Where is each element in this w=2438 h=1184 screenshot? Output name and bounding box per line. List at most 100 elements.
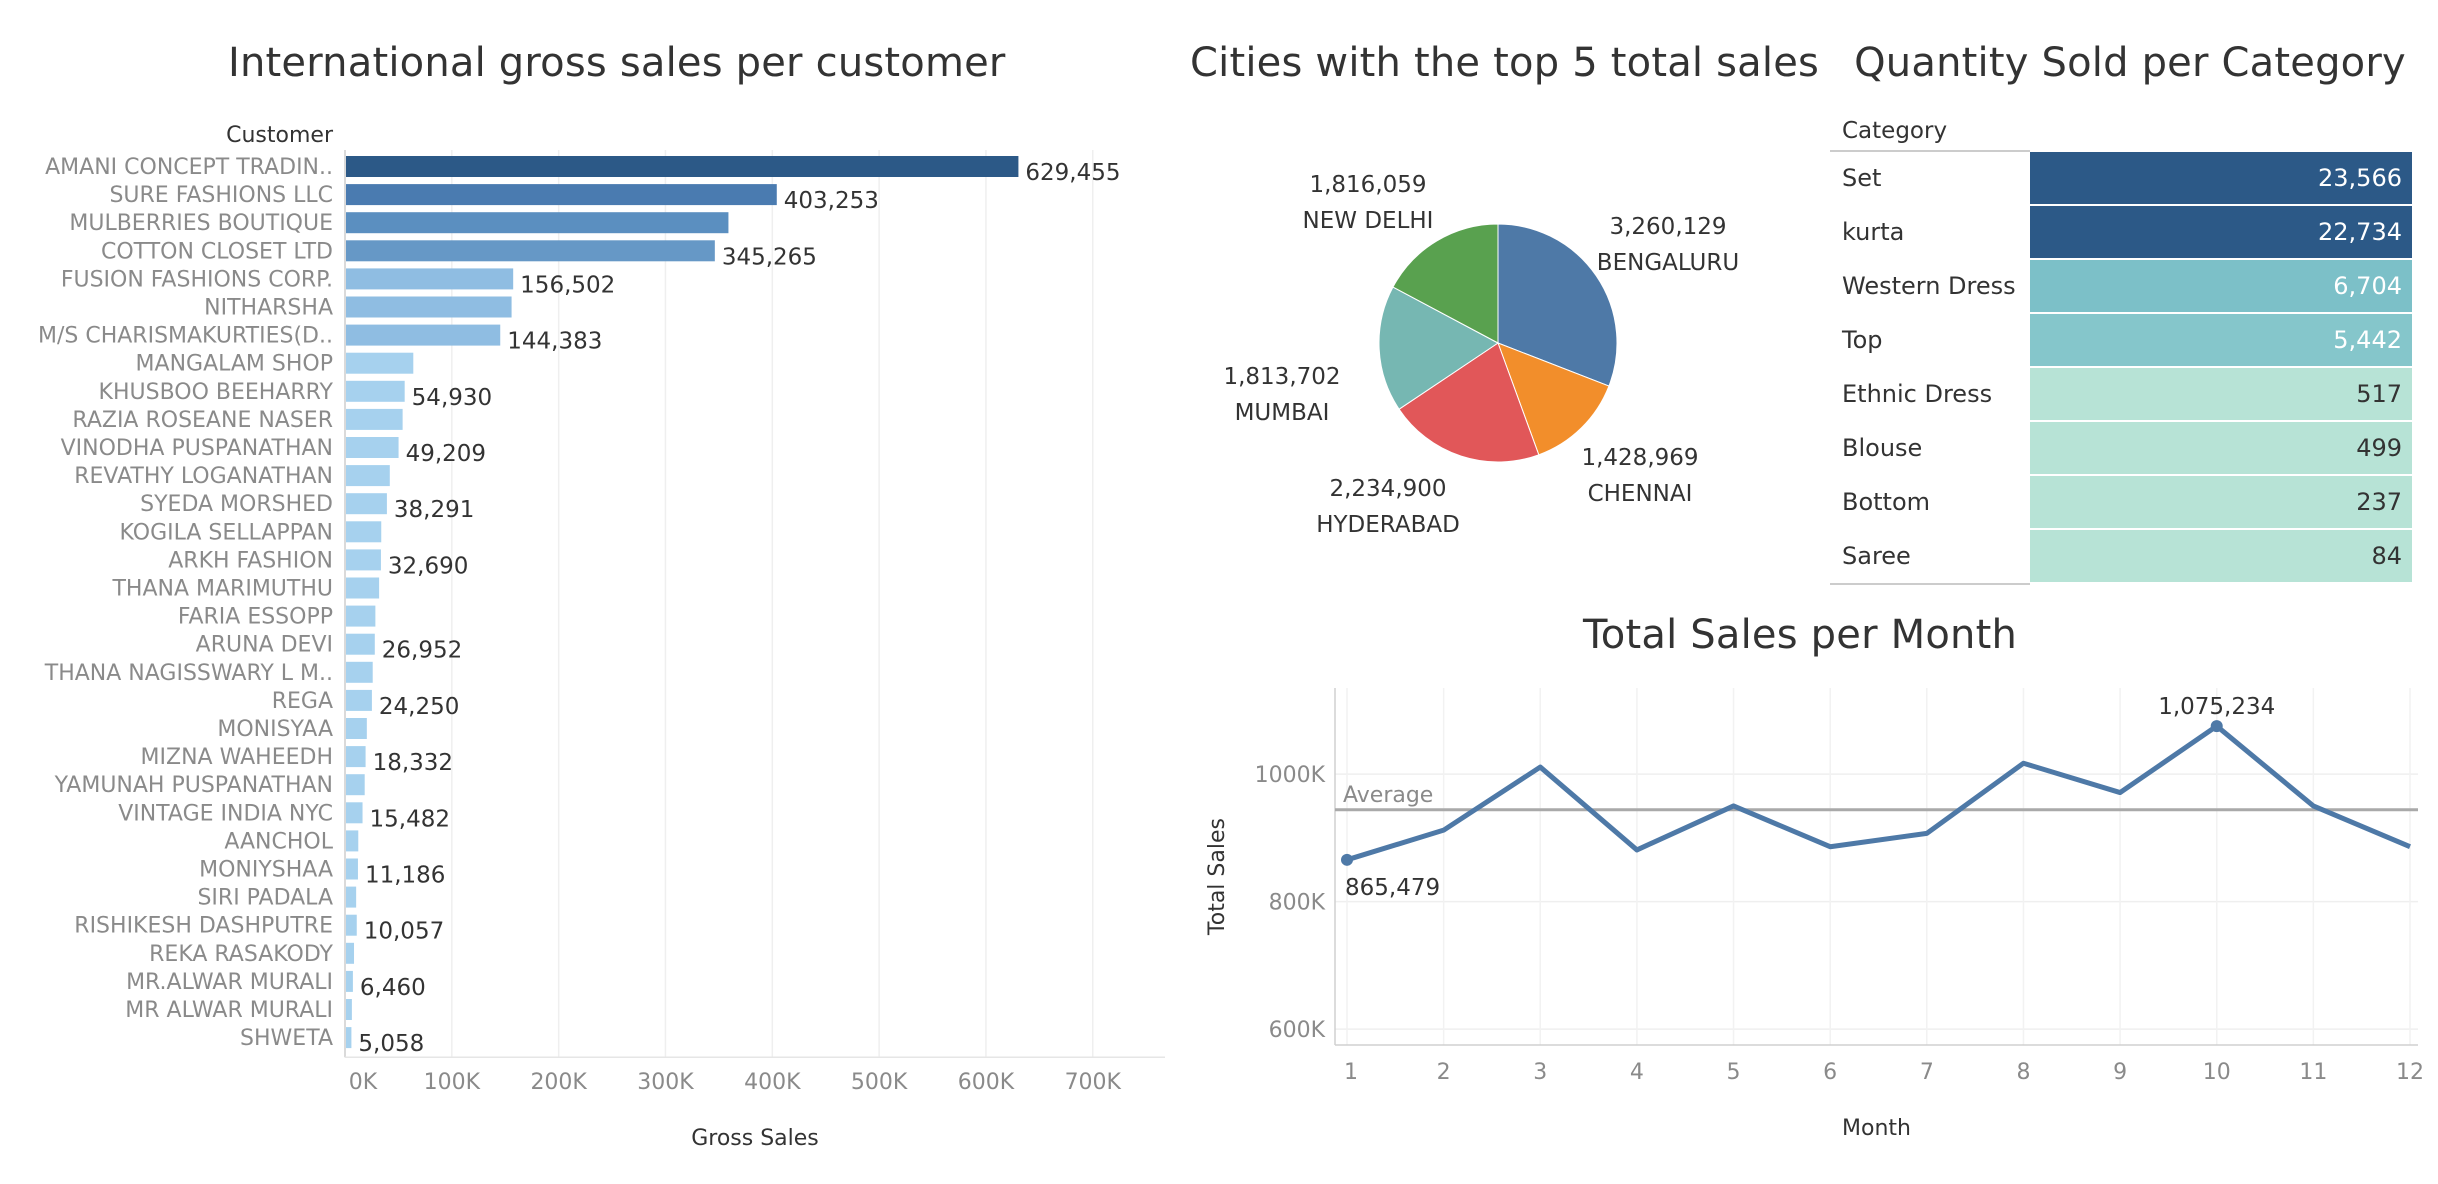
- table-bottom-rule: [1830, 583, 2030, 585]
- customer-bar: [346, 521, 382, 543]
- customer-label: ARKH FASHION: [168, 548, 333, 573]
- category-table: Category Set 23,566 kurta 22,734 Western Dre…: [1830, 118, 2430, 588]
- customer-label: SIRI PADALA: [197, 886, 333, 911]
- pie-slice: [1398, 342, 1540, 463]
- category-name: kurta: [1842, 218, 1905, 246]
- x-tick-label: 8: [2016, 1060, 2030, 1085]
- category-name: Saree: [1842, 542, 1911, 570]
- x-tick-label: 5: [1727, 1060, 1741, 1085]
- customer-label: M/S CHARISMAKURTIES(D..: [38, 324, 333, 349]
- y-tick-label: 800K: [1269, 891, 1326, 916]
- slice-city-label: MUMBAI: [1235, 400, 1330, 426]
- table-row: Bottom 237: [1830, 476, 2430, 529]
- customer-bar: [346, 605, 376, 627]
- category-name: Top: [1842, 326, 1883, 354]
- slice-city-label: CHENNAI: [1588, 481, 1693, 507]
- min-value-label: 865,479: [1345, 875, 1440, 901]
- bar-value-label: 24,250: [379, 694, 459, 720]
- customer-bar: [346, 240, 715, 262]
- x-tick-label: 300K: [637, 1070, 694, 1095]
- bar-value-label: 345,265: [722, 244, 817, 270]
- customer-bar: [346, 774, 365, 796]
- category-name: Bottom: [1842, 488, 1931, 516]
- customer-bar: [346, 408, 403, 430]
- category-name: Set: [1842, 164, 1882, 192]
- y-tick-label: 600K: [1269, 1018, 1326, 1043]
- x-tick-label: 100K: [424, 1070, 481, 1095]
- x-tick-label: 10: [2203, 1060, 2231, 1085]
- customer-label: AANCHOL: [224, 829, 333, 854]
- customer-bar: [346, 746, 366, 768]
- bar-value-label: 629,455: [1025, 160, 1120, 186]
- pie-slice: [1378, 286, 1499, 410]
- x-axis-title: Gross Sales: [691, 1126, 819, 1151]
- category-value-cell: 517: [2030, 368, 2412, 420]
- customer-bar: [346, 268, 514, 290]
- customer-bar: [346, 352, 414, 374]
- slice-value-label: 3,260,129: [1609, 214, 1726, 240]
- sales-line: [1346, 723, 2411, 863]
- customer-label: MONIYSHAA: [199, 858, 333, 883]
- x-tick-label: 9: [2113, 1060, 2127, 1085]
- table-header-rule: [1830, 150, 2030, 152]
- customer-bar: [346, 689, 372, 711]
- bar-value-label: 49,209: [406, 441, 486, 467]
- customer-bar: [346, 212, 729, 234]
- customer-bar: [346, 718, 367, 739]
- x-tick-label: 200K: [530, 1070, 587, 1095]
- table-row: Set 23,566: [1830, 152, 2430, 205]
- category-quantity: 23,566: [2318, 164, 2402, 192]
- category-quantity: 22,734: [2318, 218, 2402, 246]
- x-tick-label: 500K: [851, 1070, 908, 1095]
- pie-slice: [1497, 223, 1618, 387]
- slice-value-label: 1,813,702: [1223, 364, 1340, 390]
- x-tick-label: 600K: [958, 1070, 1015, 1095]
- customer-label: VINTAGE INDIA NYC: [118, 801, 333, 826]
- slice-value-label: 1,428,969: [1581, 445, 1698, 471]
- customer-label: MR.ALWAR MURALI: [126, 970, 333, 995]
- bar-value-label: 156,502: [520, 272, 615, 298]
- customer-label: NITHARSHA: [204, 296, 333, 321]
- month-point: [1341, 853, 1353, 866]
- customer-label: SYEDA MORSHED: [140, 492, 333, 517]
- customer-bar: [346, 493, 387, 515]
- category-value-cell: 237: [2030, 476, 2412, 528]
- max-value-label: 1,075,234: [2158, 694, 2275, 720]
- months-chart-title: Total Sales per Month: [1582, 612, 2018, 658]
- customer-bar: [346, 858, 358, 880]
- customer-bar: [346, 942, 355, 964]
- category-name: Ethnic Dress: [1842, 380, 1993, 408]
- category-quantity: 5,442: [2333, 326, 2402, 354]
- bar-value-label: 38,291: [394, 497, 474, 523]
- customer-bar: [346, 970, 353, 992]
- table-row: Saree 84: [1830, 530, 2430, 583]
- category-quantity: 237: [2356, 488, 2402, 516]
- customer-bar: [346, 465, 390, 487]
- customer-bar: [346, 156, 1019, 177]
- slice-city-label: BENGALURU: [1597, 250, 1739, 276]
- pie-slice: [1392, 223, 1499, 344]
- x-tick-label: 400K: [744, 1070, 801, 1095]
- customer-bar: [346, 437, 399, 458]
- category-value-cell: 22,734: [2030, 206, 2412, 258]
- customer-label: REGA: [272, 689, 333, 714]
- customer-label: FUSION FASHIONS CORP.: [61, 267, 333, 292]
- customer-label: SURE FASHIONS LLC: [109, 183, 333, 208]
- customer-label: REVATHY LOGANATHAN: [74, 464, 333, 489]
- customer-bar: [346, 380, 405, 402]
- table-row: Western Dress 6,704: [1830, 260, 2430, 313]
- x-tick-label: 700K: [1065, 1070, 1122, 1095]
- customer-label: AMANI CONCEPT TRADIN..: [45, 155, 333, 180]
- customer-bar: [346, 184, 777, 206]
- x-tick-label: 3: [1533, 1060, 1547, 1085]
- table-row: Ethnic Dress 517: [1830, 368, 2430, 421]
- x-tick-label: 0K: [349, 1070, 378, 1095]
- cities-pie-chart: 3,260,129 BENGALURU 1,428,969 CHENNAI 2,234,…: [1223, 172, 1739, 538]
- x-tick-label: 11: [2299, 1060, 2327, 1085]
- bar-value-label: 144,383: [507, 329, 602, 355]
- customer-bar: [346, 914, 357, 936]
- customer-bar: [346, 999, 352, 1020]
- table-row: kurta 22,734: [1830, 206, 2430, 259]
- customer-label: ARUNA DEVI: [196, 633, 333, 658]
- customer-label: MANGALAM SHOP: [136, 352, 333, 377]
